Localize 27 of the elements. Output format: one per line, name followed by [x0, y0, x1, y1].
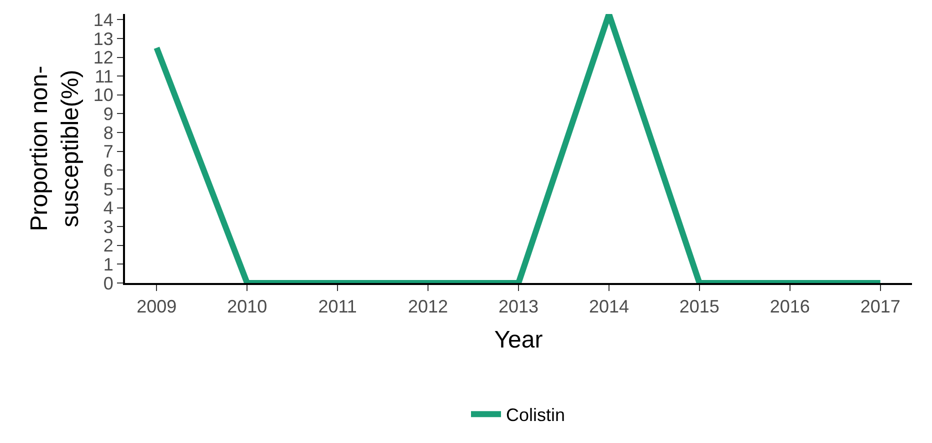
x-tick-label: 2012 — [408, 296, 448, 317]
y-tick-label: 6 — [103, 160, 114, 180]
y-tick-label: 1 — [103, 254, 114, 274]
y-tick-label: 7 — [103, 142, 114, 162]
y-tick-label: 11 — [94, 66, 114, 86]
x-tick-label: 2013 — [498, 296, 539, 317]
x-axis-title: Year — [494, 326, 543, 354]
y-axis-title: Proportion non- susceptible(%) — [26, 66, 84, 232]
legend-label: Colistin — [506, 405, 566, 426]
x-tick-label: 2009 — [136, 296, 177, 317]
y-tick-label: 8 — [103, 122, 114, 143]
x-tick-label: 2014 — [588, 296, 629, 317]
y-tick-label: 5 — [103, 179, 114, 200]
y-tick-label: 4 — [103, 198, 114, 218]
x-tick-label: 2010 — [227, 296, 268, 317]
x-tick-label: 2016 — [770, 296, 810, 317]
y-tick-label: 12 — [93, 48, 114, 68]
y-tick-label: 3 — [103, 216, 114, 237]
y-tick-label: 2 — [103, 236, 114, 256]
x-tick-label: 2017 — [860, 296, 900, 317]
y-tick-label: 9 — [103, 104, 114, 124]
x-tick-label: 2011 — [318, 296, 357, 317]
y-tick-label: 13 — [93, 28, 114, 49]
y-tick-label: 0 — [103, 273, 114, 294]
y-tick-label: 10 — [93, 85, 114, 106]
x-tick-label: 2015 — [679, 296, 720, 317]
y-tick-label: 14 — [93, 10, 114, 30]
